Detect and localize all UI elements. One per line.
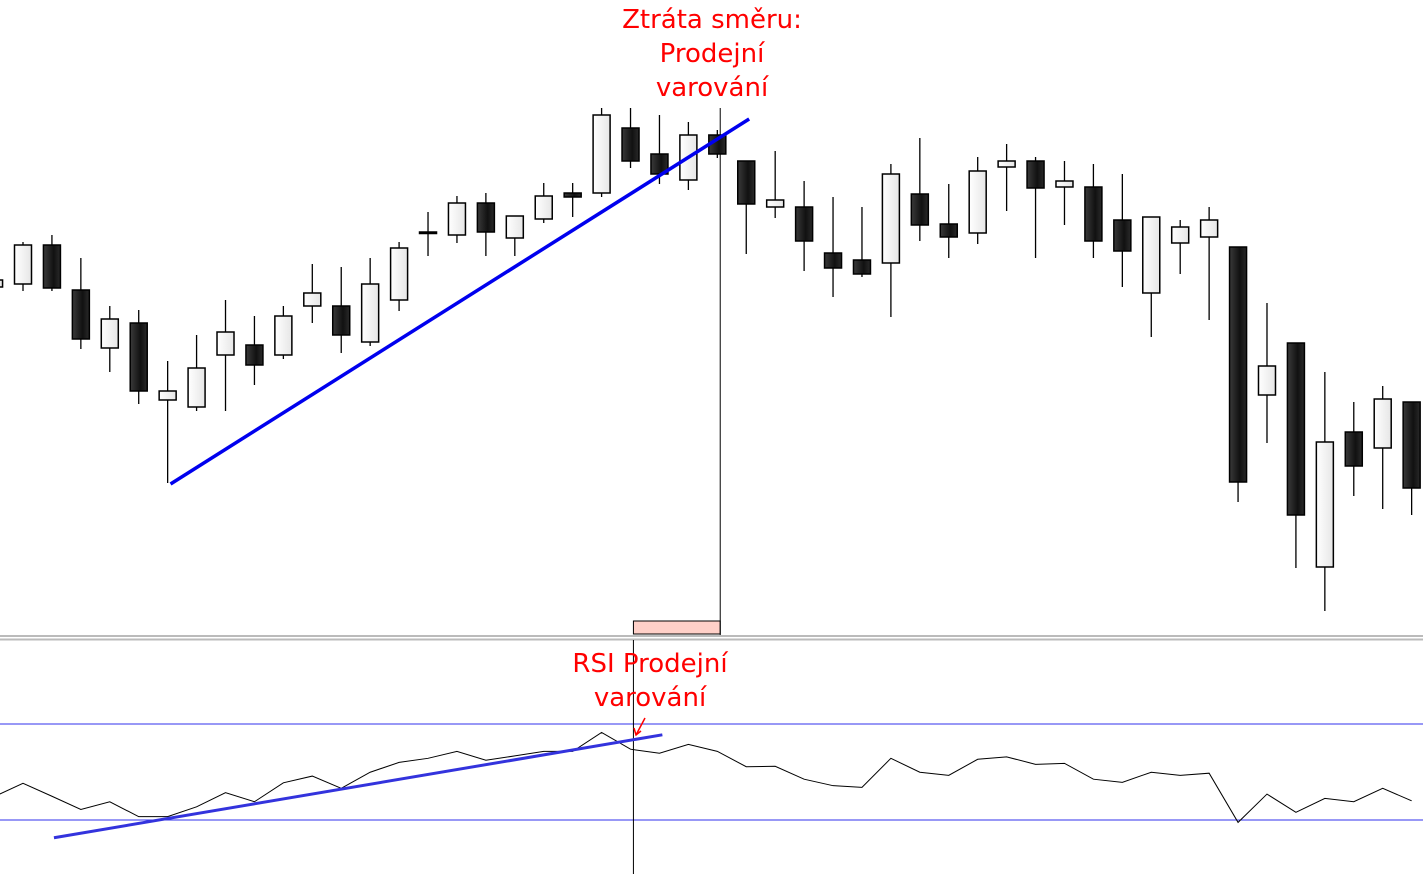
candle-body-bullish xyxy=(303,292,322,307)
candle-body-bearish xyxy=(245,344,264,366)
price-annotation-line-3: varování xyxy=(656,73,769,103)
candle-body-bearish xyxy=(939,223,959,238)
candle-body-bearish xyxy=(331,305,351,336)
candle-body-bullish xyxy=(881,173,901,264)
candle-body-bullish xyxy=(216,331,235,356)
candle-body-bullish xyxy=(1055,180,1074,188)
price-trendline xyxy=(169,117,751,486)
candle-body-bearish xyxy=(737,160,756,205)
candle-body-bearish xyxy=(1113,219,1132,252)
annotation-arrow xyxy=(633,717,646,737)
candle-body-bullish xyxy=(418,231,438,235)
candle-body-bullish xyxy=(1315,441,1335,568)
candle-body-bearish xyxy=(1344,431,1364,467)
price-annotation-line-2: Prodejní xyxy=(660,39,765,69)
candle-body-bearish xyxy=(621,127,640,162)
candle-body-bearish xyxy=(1286,342,1306,516)
rsi-trendline xyxy=(53,733,663,840)
candle-body-bearish xyxy=(42,244,62,289)
candle-body-bearish xyxy=(852,259,872,275)
candle-body-bullish xyxy=(389,247,409,301)
candle-body-bearish xyxy=(910,193,930,226)
candle-body-bearish xyxy=(823,252,843,269)
candle-body-bullish xyxy=(0,279,4,288)
candle-body-bullish xyxy=(360,283,380,343)
candle-body-bullish xyxy=(765,199,785,208)
rsi-line xyxy=(0,731,1412,824)
candle-body-bullish xyxy=(505,215,525,239)
candle-body-bearish xyxy=(1228,246,1248,483)
candle-body-bullish xyxy=(997,160,1016,168)
candle-body-bearish xyxy=(1402,401,1421,489)
candle-body-bullish xyxy=(274,315,293,356)
rsi-annotation-line-2: varování xyxy=(594,683,707,713)
candle-body-bullish xyxy=(1257,365,1277,396)
candle-body-bullish xyxy=(1142,216,1161,294)
candle-body-bullish xyxy=(447,202,467,236)
candle-body-bullish xyxy=(534,195,553,220)
candle-body-bearish xyxy=(71,289,91,340)
candle-body-bullish xyxy=(1170,226,1190,244)
candle-body-bearish xyxy=(563,192,582,198)
rsi-panel xyxy=(0,640,1423,874)
candle-body-bullish xyxy=(100,318,120,349)
candle-body-bearish xyxy=(1084,186,1103,242)
candle-body-bullish xyxy=(968,170,987,234)
candle-body-bearish xyxy=(1026,160,1045,189)
price-annotation-line-1: Ztráta směru: xyxy=(622,5,802,35)
candle-body-bullish xyxy=(1199,219,1219,238)
candle-body-bullish xyxy=(187,367,206,408)
candle-body-bullish xyxy=(1373,398,1392,449)
signal-marker-box xyxy=(632,620,721,635)
rsi-annotation-line-1: RSI Prodejní xyxy=(572,649,728,679)
candle-body-bullish xyxy=(158,390,177,401)
candle-body-bearish xyxy=(794,206,814,242)
candle-body-bullish xyxy=(13,244,33,285)
price-panel xyxy=(0,108,1421,635)
candle-body-bearish xyxy=(129,322,148,392)
candle-body-bullish xyxy=(592,114,611,194)
candle-body-bearish xyxy=(476,202,496,233)
